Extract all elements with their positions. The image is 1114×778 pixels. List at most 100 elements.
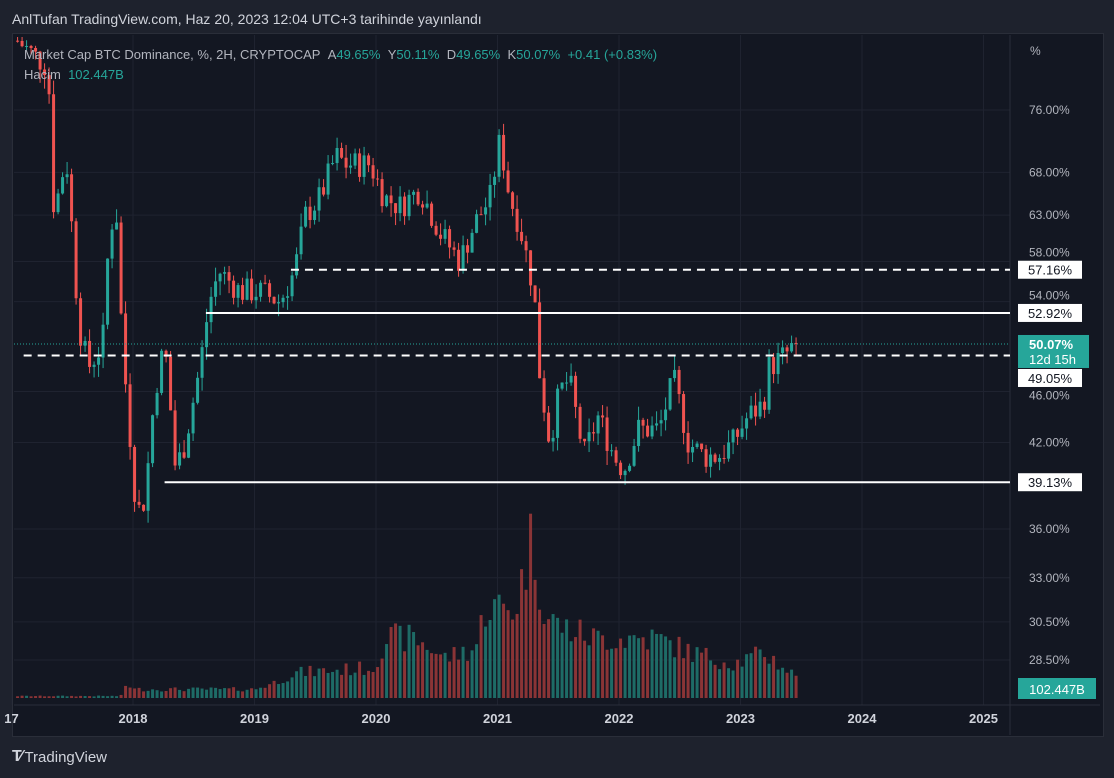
candle-body bbox=[385, 195, 389, 207]
volume-bar bbox=[380, 658, 384, 698]
volume-bar bbox=[263, 687, 267, 698]
volume-bar bbox=[196, 687, 200, 698]
volume-bar bbox=[209, 687, 213, 698]
volume-bar bbox=[137, 687, 141, 698]
volume-bar bbox=[299, 666, 303, 698]
candle-body bbox=[628, 465, 632, 471]
volume-bar bbox=[569, 641, 573, 698]
candle-body bbox=[718, 458, 722, 462]
candle-body bbox=[515, 208, 519, 232]
y-tick-label: 58.00% bbox=[1029, 246, 1070, 260]
level-label-box bbox=[1018, 303, 1082, 322]
open-value: 49.65% bbox=[336, 47, 381, 62]
candle-body bbox=[304, 206, 308, 227]
volume-bar bbox=[142, 691, 146, 698]
volume-bar bbox=[61, 695, 65, 698]
volume-bar bbox=[583, 640, 587, 698]
volume-bar bbox=[533, 579, 537, 698]
candle-body bbox=[61, 177, 65, 194]
candle-body bbox=[461, 245, 465, 271]
candle-body bbox=[137, 501, 141, 505]
candle-body bbox=[290, 275, 294, 297]
volume-bar bbox=[358, 661, 362, 698]
volume-bar bbox=[326, 672, 330, 698]
candle-body bbox=[277, 302, 281, 304]
volume-bar bbox=[227, 688, 231, 698]
candle-body bbox=[281, 297, 285, 303]
candle-body bbox=[556, 388, 560, 438]
candle-body bbox=[686, 432, 690, 453]
volume-bar bbox=[448, 661, 452, 698]
volume-bar bbox=[250, 688, 254, 698]
volume-bar bbox=[718, 669, 722, 698]
volume-bar bbox=[304, 675, 308, 698]
volume-bar bbox=[385, 644, 389, 698]
volume-bar bbox=[758, 649, 762, 698]
candle-body bbox=[133, 446, 137, 502]
candle-body bbox=[740, 428, 744, 437]
candle-body bbox=[713, 454, 717, 462]
volume-bar bbox=[200, 688, 204, 698]
candle-body bbox=[146, 463, 150, 511]
candle-body bbox=[506, 170, 510, 193]
candle-body bbox=[493, 176, 497, 185]
volume-bar bbox=[682, 658, 686, 698]
volume-bar bbox=[412, 632, 416, 698]
candle-body bbox=[416, 191, 420, 205]
volume-bar bbox=[623, 647, 627, 698]
candle-body bbox=[794, 343, 798, 345]
x-tick-label: 2025 bbox=[969, 711, 998, 726]
volume-bar bbox=[466, 660, 470, 698]
candle-body bbox=[727, 442, 731, 459]
volume-bar bbox=[452, 647, 456, 698]
volume-bar bbox=[340, 674, 344, 698]
x-tick-label: 2024 bbox=[848, 711, 878, 726]
symbol-label[interactable]: Market Cap BTC Dominance, %, 2H, CRYPTOC… bbox=[24, 47, 321, 62]
candle-body bbox=[335, 148, 339, 164]
published-caption: AnlTufan TradingView.com, Haz 20, 2023 1… bbox=[12, 11, 482, 27]
candle-body bbox=[56, 193, 60, 213]
volume-bar bbox=[511, 619, 515, 698]
candle-body bbox=[551, 437, 555, 442]
volume-bar bbox=[281, 683, 285, 698]
low-value: 49.65% bbox=[456, 47, 501, 62]
level-label: 39.13% bbox=[1028, 475, 1073, 490]
volume-bar bbox=[232, 687, 236, 698]
candle-body bbox=[344, 157, 348, 168]
candle-body bbox=[272, 296, 276, 304]
volume-bar bbox=[542, 623, 546, 698]
volume-bar bbox=[691, 661, 695, 698]
candle-body bbox=[119, 222, 123, 314]
volume-bar bbox=[124, 685, 128, 698]
volume-bar bbox=[155, 690, 159, 698]
candle-body bbox=[421, 204, 425, 208]
y-tick-label: 33.00% bbox=[1029, 571, 1070, 585]
candle-body bbox=[128, 384, 132, 447]
candle-body bbox=[340, 148, 344, 158]
volume-bar bbox=[74, 696, 78, 698]
candle-body bbox=[322, 187, 326, 195]
candle-body bbox=[443, 229, 447, 239]
volume-bar bbox=[97, 695, 101, 698]
volume-bar bbox=[524, 589, 528, 698]
candle-body bbox=[466, 245, 470, 253]
volume-bar bbox=[754, 646, 758, 698]
volume-bar bbox=[659, 634, 663, 698]
y-tick-label: 68.00% bbox=[1029, 165, 1070, 179]
candle-body bbox=[389, 195, 393, 204]
volume-bar bbox=[493, 599, 497, 698]
candle-body bbox=[610, 450, 614, 452]
candle-body bbox=[619, 462, 623, 476]
candle-body bbox=[142, 504, 146, 511]
candle-body bbox=[664, 409, 668, 421]
volume-bar bbox=[119, 694, 123, 698]
tradingview-logo[interactable]: T⁄ TradingView bbox=[12, 748, 107, 766]
volume-bar bbox=[407, 624, 411, 698]
volume-bar bbox=[376, 667, 380, 698]
volume-bar bbox=[65, 696, 69, 698]
candle-body bbox=[659, 420, 663, 424]
volume-bar bbox=[641, 637, 645, 698]
candle-body bbox=[614, 450, 618, 463]
volume-bar bbox=[443, 652, 447, 698]
